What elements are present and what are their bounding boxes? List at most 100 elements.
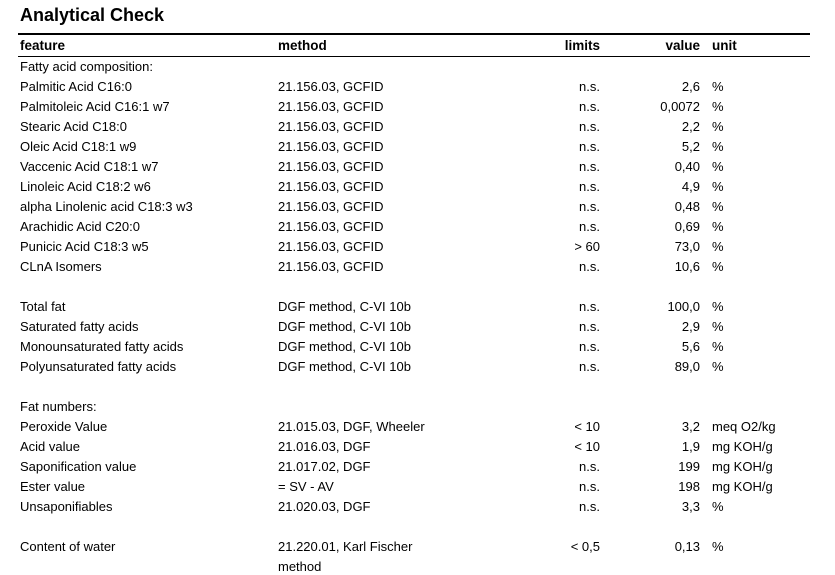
cell-unit: % <box>712 179 724 194</box>
cell-feature: Arachidic Acid C20:0 <box>20 219 140 234</box>
cell-unit: % <box>712 319 724 334</box>
table-row: Content of water 21.220.01, Karl Fischer … <box>18 537 810 575</box>
cell-method: 21.156.03, GCFID <box>278 119 384 134</box>
cell-limits: n.s. <box>579 459 600 474</box>
cell-feature: Punicic Acid C18:3 w5 <box>20 239 149 254</box>
table-row: Monounsaturated fatty acids DGF method, C… <box>18 337 810 357</box>
cell-value: 89,0 <box>674 359 700 374</box>
cell-limits: n.s. <box>579 319 600 334</box>
analytical-check-table: feature method limits value unit Fatty acid … <box>18 33 810 575</box>
table-row: Polyunsaturated fatty acids DGF method, C… <box>18 357 810 377</box>
cell-feature: Saturated fatty acids <box>20 319 139 334</box>
table-row: Total fat DGF method, C-VI 10b n.s. 100,0% <box>18 297 810 317</box>
cell-limits: n.s. <box>579 339 600 354</box>
cell-unit: % <box>712 219 724 234</box>
cell-limits: n.s. <box>579 499 600 514</box>
cell-limits: n.s. <box>579 119 600 134</box>
cell-limits: n.s. <box>579 479 600 494</box>
cell-feature: Vaccenic Acid C18:1 w7 <box>20 159 159 174</box>
cell-limits: n.s. <box>579 99 600 114</box>
table-row: Oleic Acid C18:1 w9 21.156.03, GCFID n.s. 5… <box>18 137 810 157</box>
cell-unit: % <box>712 119 724 134</box>
cell-value: 198 <box>678 479 700 494</box>
cell-unit: % <box>712 199 724 214</box>
cell-method: 21.156.03, GCFID <box>278 159 384 174</box>
cell-feature: Palmitoleic Acid C16:1 w7 <box>20 99 170 114</box>
table-row: Vaccenic Acid C18:1 w7 21.156.03, GCFID n.… <box>18 157 810 177</box>
cell-limits: n.s. <box>579 199 600 214</box>
cell-method: 21.156.03, GCFID <box>278 259 384 274</box>
cell-value: 2,6 <box>681 79 700 94</box>
section-row: Fatty acid composition: <box>18 57 810 77</box>
cell-limits: > 60 <box>574 239 600 254</box>
cell-unit: % <box>712 139 724 154</box>
cell-feature: Oleic Acid C18:1 w9 <box>20 139 137 154</box>
cell-unit: mg KOH/g <box>712 439 773 454</box>
table-row: Palmitic Acid C16:0 21.156.03, GCFID n.s. 2… <box>18 77 810 97</box>
column-header-value: value <box>665 38 700 53</box>
cell-method: 21.156.03, GCFID <box>278 219 384 234</box>
table-row: CLnA Isomers 21.156.03, GCFID n.s. 10,6% <box>18 257 810 277</box>
cell-feature: Saponification value <box>20 459 137 474</box>
cell-limits: n.s. <box>579 159 600 174</box>
row-spacer <box>18 517 810 537</box>
cell-method: 21.220.01, Karl Fischer method <box>278 539 413 574</box>
cell-method: DGF method, C-VI 10b <box>278 299 411 314</box>
cell-unit: % <box>712 359 724 374</box>
cell-method: 21.016.03, DGF <box>278 439 371 454</box>
cell-unit: % <box>712 79 724 94</box>
cell-method: = SV - AV <box>278 479 334 494</box>
cell-method: 21.020.03, DGF <box>278 499 371 514</box>
table-row: Arachidic Acid C20:0 21.156.03, GCFID n.s.… <box>18 217 810 237</box>
cell-unit: meq O2/kg <box>712 419 776 434</box>
cell-limits: < 10 <box>574 439 600 454</box>
cell-feature: Monounsaturated fatty acids <box>20 339 184 354</box>
cell-value: 2,2 <box>681 119 700 134</box>
cell-feature: Total fat <box>20 299 66 314</box>
cell-unit: % <box>712 339 724 354</box>
cell-feature: CLnA Isomers <box>20 259 102 274</box>
cell-method: 21.156.03, GCFID <box>278 139 384 154</box>
cell-feature: Peroxide Value <box>20 419 108 434</box>
cell-value: 100,0 <box>667 299 700 314</box>
cell-value: 3,3 <box>681 499 700 514</box>
table-row: Acid value 21.016.03, DGF < 10 1,9 mg KOH/g <box>18 437 810 457</box>
cell-method: DGF method, C-VI 10b <box>278 319 411 334</box>
cell-unit: % <box>712 299 724 314</box>
cell-unit: % <box>712 499 724 514</box>
table-row: alpha Linolenic acid C18:3 w3 21.156.03, … <box>18 197 810 217</box>
column-header-method: method <box>278 38 327 53</box>
table-row: Punicic Acid C18:3 w5 21.156.03, GCFID > 6… <box>18 237 810 257</box>
cell-value: 0,13 <box>674 539 700 554</box>
cell-value: 199 <box>678 459 700 474</box>
table-row: Stearic Acid C18:0 21.156.03, GCFID n.s. 2,… <box>18 117 810 137</box>
table-row: Ester value = SV - AV n.s. 198 mg KOH/g <box>18 477 810 497</box>
cell-value: 10,6 <box>674 259 700 274</box>
table-row: Peroxide Value 21.015.03, DGF, Wheeler < 1… <box>18 417 810 437</box>
cell-limits: n.s. <box>579 219 600 234</box>
cell-method: DGF method, C-VI 10b <box>278 339 411 354</box>
cell-unit: % <box>712 539 724 554</box>
cell-value: 2,9 <box>681 319 700 334</box>
cell-limits: < 0,5 <box>570 539 600 554</box>
table-row: Palmitoleic Acid C16:1 w7 21.156.03, GCFI… <box>18 97 810 117</box>
column-header-feature: feature <box>20 38 66 53</box>
cell-method: 21.015.03, DGF, Wheeler <box>278 419 425 434</box>
cell-feature: Content of water <box>20 539 116 554</box>
cell-value: 3,2 <box>681 419 700 434</box>
cell-feature: Ester value <box>20 479 86 494</box>
cell-limits: n.s. <box>579 359 600 374</box>
page-title: Analytical Check <box>20 5 165 25</box>
table-row: Unsaponifiables 21.020.03, DGF n.s. 3,3% <box>18 497 810 517</box>
cell-value: 73,0 <box>674 239 700 254</box>
cell-method: 21.156.03, GCFID <box>278 99 384 114</box>
cell-feature: Fat numbers: <box>20 399 97 414</box>
cell-limits: n.s. <box>579 299 600 314</box>
cell-method: 21.156.03, GCFID <box>278 239 384 254</box>
cell-unit: mg KOH/g <box>712 459 773 474</box>
cell-feature: Unsaponifiables <box>20 499 113 514</box>
cell-feature: Acid value <box>20 439 80 454</box>
column-header-limits: limits <box>564 38 600 53</box>
cell-value: 0,48 <box>674 199 700 214</box>
